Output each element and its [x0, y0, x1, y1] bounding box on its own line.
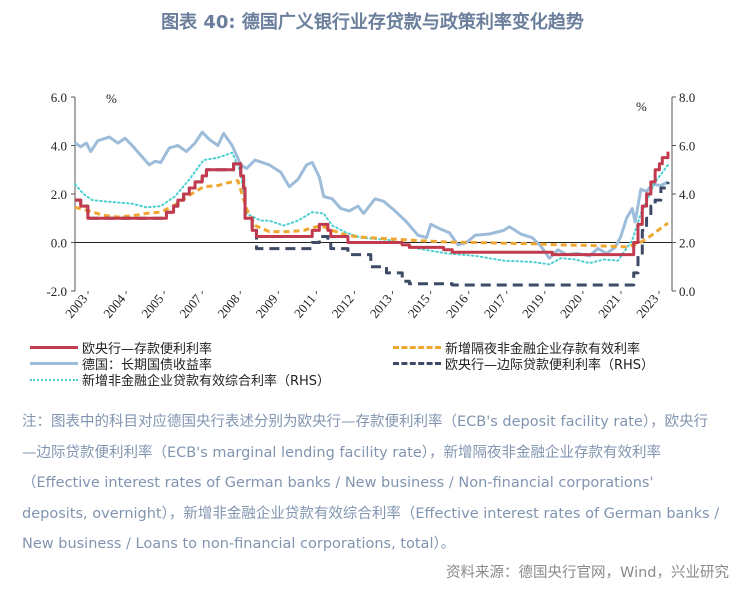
right-tick-label: 6.0: [679, 139, 695, 154]
x-tick-label: 2012: [329, 291, 357, 321]
left-tick-label: 0.0: [51, 236, 67, 251]
right-tick-label: 0.0: [679, 284, 695, 299]
legend-label: 新增隔夜非金融企业存款有效利率: [445, 342, 641, 357]
legend-label: 欧央行—存款便利利率: [82, 342, 213, 357]
x-tick-label: 2016: [443, 291, 472, 321]
x-tick-label: 2005: [138, 291, 166, 321]
legend-label: 新增非金融企业贷款有效综合利率（RHS）: [82, 374, 331, 389]
x-tick-label: 2004: [100, 291, 129, 321]
x-tick-label: 2019: [519, 291, 547, 321]
legend-label: 欧央行—边际贷款便利利率（RHS）: [445, 358, 655, 373]
right-axis-unit: %: [636, 99, 647, 114]
x-tick-label: 2023: [633, 291, 661, 321]
legend-swatch: [30, 362, 78, 365]
left-axis-unit: %: [106, 91, 117, 106]
legend-item-marginal-lending: 欧央行—边际贷款便利利率（RHS）: [393, 354, 654, 373]
legend-swatch: [30, 378, 78, 381]
right-tick-label: 2.0: [679, 236, 695, 251]
legend-item-bund-yield: 德国：长期国债收益率: [30, 354, 212, 373]
legend-swatch: [393, 362, 441, 365]
series-line-1: [74, 179, 669, 249]
legend-item-loan-rate: 新增非金融企业贷款有效综合利率（RHS）: [30, 370, 330, 389]
legend-swatch: [30, 346, 78, 349]
x-tick-label: 2020: [557, 291, 585, 321]
legend-label: 德国：长期国债收益率: [82, 358, 213, 373]
right-tick-label: 8.0: [679, 90, 695, 105]
left-tick-label: 4.0: [51, 139, 67, 154]
x-tick-label: 2021: [595, 291, 623, 321]
series-line-4: [74, 151, 669, 266]
chart-note: 注：图表中的科目对应德国央行表述分别为欧央行—存款便利利率（ECB's depo…: [22, 414, 720, 552]
right-tick-label: 4.0: [679, 187, 695, 202]
legend-item-deposit-facility: 欧央行—存款便利利率: [30, 338, 212, 357]
x-tick-label: 2009: [252, 291, 280, 321]
left-tick-label: 6.0: [51, 90, 67, 105]
legend-swatch: [393, 346, 441, 349]
x-tick-label: 2011: [291, 291, 319, 320]
series-line-3: [75, 162, 670, 287]
x-tick-label: 2007: [176, 291, 205, 321]
x-tick-label: 2008: [214, 291, 242, 321]
x-tick-label: 2017: [481, 291, 510, 321]
source-text: 资料来源：德国央行官网，Wind，兴业研究: [446, 565, 729, 581]
x-tick-label: 2013: [367, 291, 395, 321]
series-line-0: [75, 151, 670, 257]
left-tick-label: 2.0: [51, 187, 67, 202]
legend-item-overnight-deposit: 新增隔夜非金融企业存款有效利率: [393, 338, 640, 357]
chart-title: 图表 40: 德国广义银行业存贷款与政策利率变化趋势: [161, 12, 584, 33]
x-tick-label: 2015: [405, 291, 433, 321]
left-tick-label: -2.0: [46, 284, 67, 299]
